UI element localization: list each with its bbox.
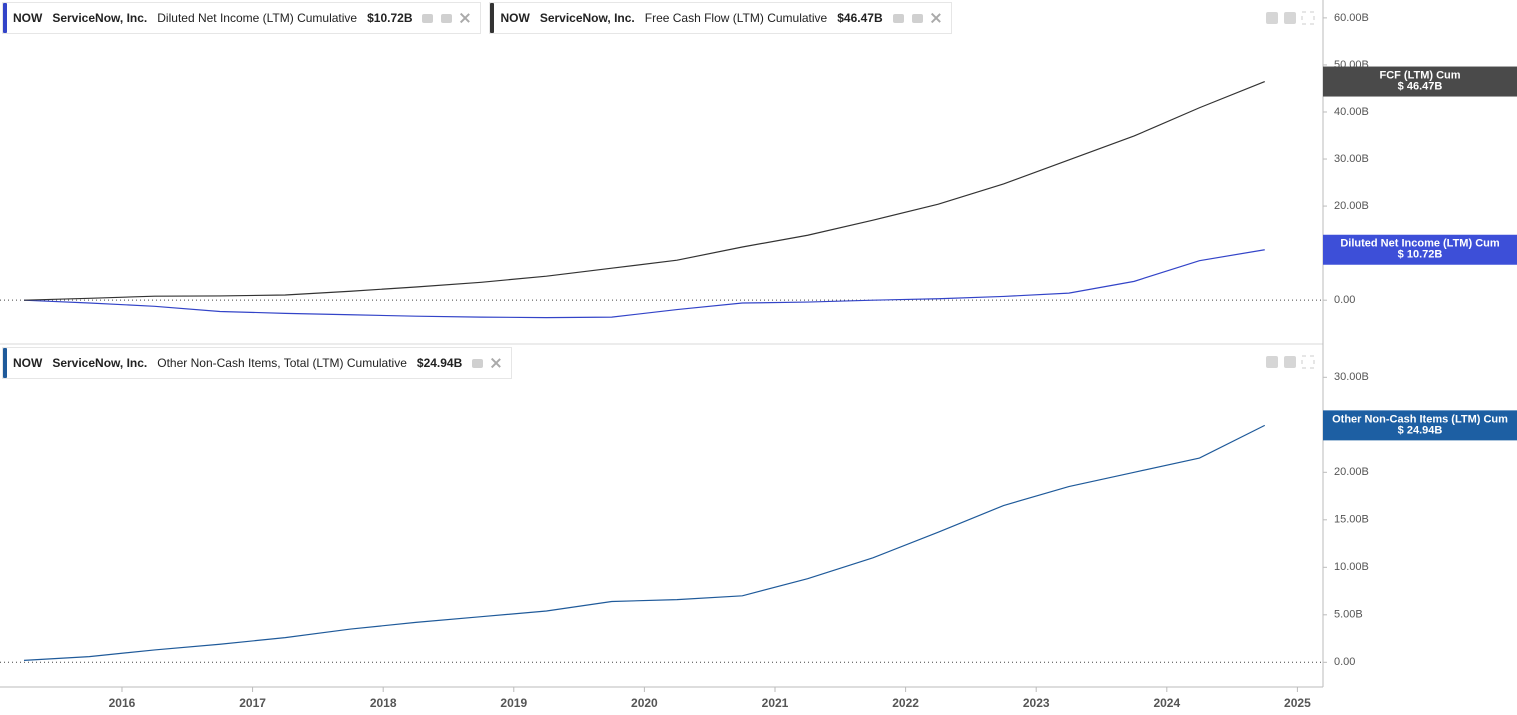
- y-tick-label: 20.00B: [1334, 200, 1369, 212]
- legend-ticker: NOW: [13, 356, 43, 370]
- value-tag-box: [1323, 66, 1517, 97]
- legend-last-value: $24.94B: [416, 356, 463, 370]
- legend-close[interactable]: [491, 358, 501, 368]
- move-up-button[interactable]: [1266, 356, 1278, 368]
- value-tag-value: $ 46.47B: [1398, 80, 1443, 92]
- expand-button[interactable]: [1301, 11, 1315, 25]
- legend-name: Free Cash Flow (LTM) Cumulative: [644, 11, 828, 25]
- legend-last-value: $46.47B: [837, 11, 883, 25]
- legend-color: [490, 3, 495, 33]
- y-tick-label: 0.00: [1334, 294, 1355, 306]
- y-tick-label: 5.00B: [1334, 609, 1363, 621]
- legend-icon[interactable]: [892, 13, 904, 23]
- legend-company: ServiceNow, Inc.: [52, 356, 148, 370]
- x-tick-label: 2021: [762, 696, 789, 710]
- y-tick-label: 20.00B: [1334, 466, 1369, 478]
- x-tick-label: 2025: [1284, 696, 1311, 710]
- legend-icon[interactable]: [472, 358, 484, 368]
- series-line: [24, 80, 1265, 301]
- y-tick-label: 15.00B: [1334, 514, 1369, 526]
- value-tag-value: $ 24.94B: [1398, 424, 1443, 436]
- legend-close[interactable]: [931, 13, 941, 23]
- legend-company: ServiceNow, Inc.: [539, 11, 635, 25]
- value-tag: Diluted Net Income (LTM) Cum$ 10.72B: [1323, 234, 1517, 265]
- legend-row: NOW ServiceNow, Inc. Other Non-Cash Items,…: [2, 347, 513, 379]
- legend-ticker: NOW: [13, 11, 43, 25]
- legend-row: NOW ServiceNow, Inc. Diluted Net Income (L…: [2, 2, 952, 34]
- legend-icon[interactable]: [441, 13, 453, 23]
- expand-button[interactable]: [1301, 355, 1315, 369]
- value-tag-name: Diluted Net Income (LTM) Cum: [1340, 238, 1500, 250]
- value-tag-name: FCF (LTM) Cum: [1379, 69, 1460, 81]
- series-line: [23, 424, 1266, 661]
- legend-item: NOW ServiceNow, Inc. Other Non-Cash Items,…: [2, 347, 513, 379]
- x-tick-label: 2023: [1023, 696, 1050, 710]
- value-tag-value: $ 10.72B: [1398, 249, 1443, 261]
- legend-last-value: $10.72B: [367, 11, 413, 25]
- x-tick-label: 2018: [370, 696, 397, 710]
- legend-close[interactable]: [460, 13, 470, 23]
- value-tag: Other Non-Cash Items (LTM) Cum$ 24.94B: [1323, 410, 1517, 441]
- x-tick-label: 2022: [892, 696, 919, 710]
- legend-item: NOW ServiceNow, Inc. Diluted Net Income (L…: [2, 2, 482, 34]
- y-tick-label: 10.00B: [1334, 561, 1369, 573]
- x-tick-label: 2019: [500, 696, 527, 710]
- move-down-button[interactable]: [1284, 12, 1296, 24]
- legend-color: [3, 348, 7, 378]
- y-tick-label: 0.00: [1334, 656, 1355, 668]
- x-tick-label: 2017: [239, 696, 266, 710]
- y-tick-label: 30.00B: [1334, 371, 1369, 383]
- value-tag-box: [1323, 234, 1517, 265]
- value-tag: FCF (LTM) Cum$ 46.47B: [1323, 66, 1517, 97]
- y-tick-label: 30.00B: [1334, 153, 1369, 165]
- legend-color: [3, 3, 7, 33]
- value-tag-box: [1323, 410, 1517, 441]
- x-tick-label: 2016: [109, 696, 136, 710]
- series-line: [24, 249, 1265, 319]
- legend-name: Other Non-Cash Items, Total (LTM) Cumula…: [157, 356, 407, 370]
- panel-buttons[interactable]: [1266, 11, 1315, 369]
- x-tick-label: 2020: [631, 696, 658, 710]
- value-tag-name: Other Non-Cash Items (LTM) Cum: [1332, 413, 1508, 425]
- legend-company: ServiceNow, Inc.: [52, 11, 148, 25]
- legend-icon[interactable]: [422, 13, 434, 23]
- x-tick-label: 2024: [1153, 696, 1180, 710]
- legend-name: Diluted Net Income (LTM) Cumulative: [157, 11, 358, 25]
- y-tick-label: 60.00B: [1334, 12, 1369, 24]
- move-up-button[interactable]: [1266, 12, 1278, 24]
- legend-ticker: NOW: [500, 11, 530, 25]
- legend-item: NOW ServiceNow, Inc. Free Cash Flow (LTM) …: [489, 2, 952, 34]
- legend-icon[interactable]: [911, 13, 923, 23]
- move-down-button[interactable]: [1284, 356, 1296, 368]
- y-tick-label: 40.00B: [1334, 106, 1369, 118]
